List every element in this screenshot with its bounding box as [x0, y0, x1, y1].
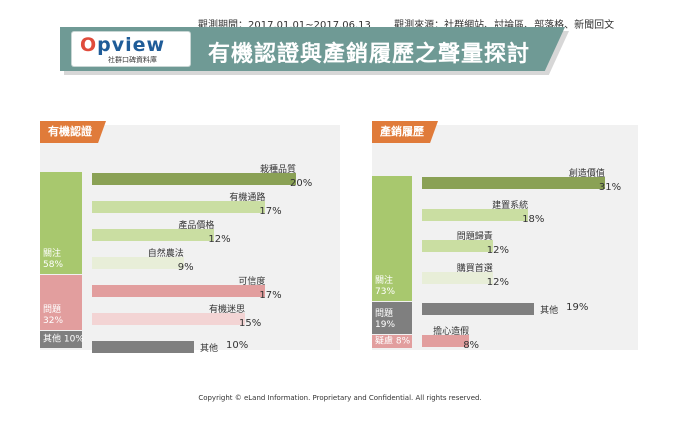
bar-category-label: 栽種品質 — [259, 165, 296, 175]
bar-2 — [92, 229, 215, 241]
bar-5 — [422, 334, 470, 347]
bar-6 — [92, 341, 194, 353]
logo-wordmark: Opview — [80, 34, 166, 56]
group-label: 疑慮 8% — [375, 336, 410, 347]
group-value: 73% — [375, 287, 396, 298]
group-segment-1: 問題 19% — [372, 302, 412, 335]
group-segment-0: 關注 58% — [40, 172, 82, 274]
bar-category-label: 自然農法 — [147, 249, 184, 259]
logo-subtitle: 社群口碑資料庫 — [108, 56, 157, 64]
bar-category-label: 可信度 — [238, 277, 266, 287]
bar-value-label: 17% — [259, 290, 282, 301]
bar-value-label: 31% — [598, 182, 622, 193]
copyright-notice: Copyright © eLand Information. Proprieta… — [198, 394, 482, 402]
bar-value-label: 12% — [486, 276, 510, 288]
bar-value-label: 12% — [208, 234, 231, 245]
group-segment-0: 關注 73% — [372, 176, 412, 302]
page-title: 有機認證與產銷履歷之聲量探討 — [208, 42, 531, 67]
group-segment-2: 疑慮 8% — [372, 335, 412, 348]
bar-value-label: 9% — [177, 262, 194, 273]
organic-certification-panel: 有機認證 關注 58% 問題 32% 其他 10% 栽種品質 20% 有機通路 17% 產品價格 1… — [40, 121, 340, 354]
group-segment-2: 其他 10% — [40, 331, 84, 348]
bar-value-label: 15% — [239, 318, 262, 329]
group-label: 關注 73% — [375, 276, 395, 298]
group-name: 其他 — [43, 334, 62, 345]
bar-1 — [92, 201, 266, 213]
opview-logo: Opview 社群口碑資料庫 — [72, 32, 190, 66]
group-value: 58% — [43, 259, 64, 270]
production-history-panel: 產銷履歷 關注 73% 問題 19% 疑慮 8% 創造價值 31% 建置系統 18% 問題歸責 12… — [372, 121, 638, 351]
group-value: 10% — [63, 334, 84, 345]
bar-category-label: 創造價值 — [568, 169, 605, 179]
bar-0 — [92, 173, 296, 185]
group-name: 關注 — [43, 248, 62, 259]
group-name: 關注 — [375, 276, 394, 287]
group-label: 問題 32% — [43, 305, 63, 327]
observation-meta: 觀測期間：2017.01.01~2017.06.13 觀測來源：社群網站、討論區… — [198, 16, 614, 31]
observation-sources: 觀測來源：社群網站、討論區、部落格、新聞回文 — [394, 20, 615, 31]
bar-category-label: 問題歸責 — [456, 232, 493, 242]
bar-value-label: 8% — [463, 339, 480, 351]
bar-value-label: 10% — [226, 340, 249, 351]
bar-value-label: 20% — [290, 178, 313, 189]
bar-category-label: 建置系統 — [492, 200, 529, 211]
bar-category-label: 有機通路 — [229, 193, 266, 203]
bar-category-label: 擔心造假 — [433, 326, 470, 337]
bar-category-label: 產品價格 — [178, 221, 215, 231]
bar-2 — [422, 240, 493, 252]
group-value: 19% — [375, 320, 396, 331]
group-name: 問題 — [375, 309, 394, 320]
group-value: 8% — [395, 336, 411, 347]
observation-period: 觀測期間：2017.01.01~2017.06.13 — [198, 20, 371, 31]
bar-value-label: 17% — [259, 206, 282, 217]
bar-3 — [92, 257, 184, 269]
group-segment-1: 問題 32% — [40, 274, 82, 331]
group-label: 問題 19% — [375, 309, 395, 331]
bar-category-label: 其他 — [540, 306, 559, 316]
panel-title-history: 產銷履歷 — [372, 121, 438, 143]
group-label: 關注 58% — [43, 249, 63, 271]
group-label: 其他 10% — [43, 334, 84, 345]
group-name: 問題 — [43, 305, 62, 316]
group-name: 疑慮 — [375, 336, 394, 347]
bar-value-label: 18% — [522, 213, 545, 225]
bar-category-label: 有機迷思 — [208, 305, 245, 315]
bar-0 — [422, 177, 605, 189]
bar-4 — [422, 303, 535, 315]
bar-3 — [422, 271, 493, 284]
bar-1 — [422, 208, 529, 221]
bar-value-label: 19% — [566, 302, 589, 313]
bar-5 — [92, 313, 245, 325]
bar-4 — [92, 285, 266, 297]
bar-value-label: 12% — [486, 245, 510, 256]
group-value: 32% — [43, 316, 64, 327]
bar-category-label: 購買首選 — [456, 263, 493, 274]
panel-title-organic: 有機認證 — [40, 121, 106, 143]
bar-category-label: 其他 — [200, 344, 219, 354]
